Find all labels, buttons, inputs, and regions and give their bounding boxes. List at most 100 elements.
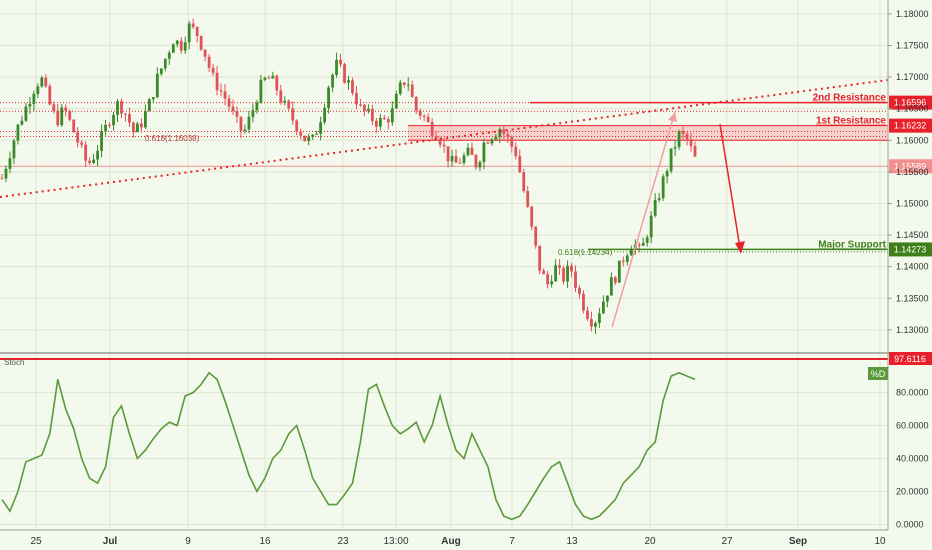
candle-body [267,77,271,79]
candle-body [398,82,402,94]
candle-body [355,93,358,105]
candle-body [323,107,327,123]
candle-body [139,123,143,128]
time-tick-label: 27 [721,536,733,547]
candle-body [657,197,661,200]
candle-body [279,90,283,103]
candle-body [52,104,56,111]
stoch-tick-label: 40.0000 [896,453,929,463]
candle-body [303,135,307,142]
stoch-last-value: 97.6116 [894,354,926,364]
candle-body [594,323,597,327]
candle-body [613,277,617,283]
candle-body [263,77,267,80]
time-tick-label: 13 [566,536,578,547]
series-d-badge [868,367,888,380]
candle-body [92,159,96,164]
time-tick-label: 13:00 [383,536,408,547]
candle-body [16,124,20,141]
candle-body [693,146,697,157]
price-tick-label: 1.16000 [896,135,929,145]
candle-body [605,295,609,302]
stoch-indicator-label[interactable]: Stoch [4,358,24,367]
candle-body [343,64,346,83]
price-badge [889,159,932,174]
candle-body [466,147,470,156]
price-badge-value: 1.16232 [894,121,927,131]
candle-body [390,108,394,123]
candle-body [558,265,561,268]
candle-body [446,146,450,162]
candle-body [48,86,52,105]
candle-body [590,319,593,327]
candle-body [311,134,315,137]
price-badge [889,242,932,257]
candle-body [163,58,167,69]
candle-body [231,106,235,112]
candle-body [351,80,354,94]
candle-body [64,107,68,111]
candle-body [462,155,466,164]
candle-body [582,293,585,311]
candle-body [120,101,123,114]
candle-body [609,277,613,296]
candle-body [502,129,506,134]
resistance-zone [408,125,888,141]
candle-body [24,106,28,121]
candle-body [474,154,478,168]
price-tick-label: 1.15500 [896,167,929,177]
second-resistance-label: 2nd Resistance [813,93,887,104]
candle-body [60,107,64,126]
price-pane-background [0,0,888,352]
price-tick-label: 1.16500 [896,104,929,114]
candle-body [422,115,426,117]
level-lines: 2nd Resistance 1st Resistance Major Suppor… [0,79,932,328]
candle-body [291,108,295,121]
candle-body [669,148,673,172]
candle-body [136,123,139,133]
time-tick-label: 10 [874,536,886,547]
stoch-tick-label: 20.0000 [896,486,929,496]
time-tick-label: 25 [30,536,42,547]
candle-body [617,260,621,283]
candle-body [159,68,163,74]
candle-body [450,156,454,162]
candle-body [518,156,522,173]
time-tick-label: 23 [337,536,349,547]
candle-body [530,206,534,227]
candle-body [438,139,442,145]
candle-body [215,72,219,91]
candle-body [171,44,175,53]
candle-body [370,108,374,121]
candle-body [283,100,287,103]
candle-body [151,97,155,100]
time-tick-label: 20 [644,536,656,547]
candle-body [88,160,92,164]
stoch-axis[interactable]: 80.0000 60.0000 40.0000 20.0000 0.0000 [896,388,929,530]
time-axis[interactable]: 25 Jul 9 16 23 13:00 Aug 7 13 20 27 Sep 10 [30,536,886,547]
candle-body [219,90,223,92]
candle-body [367,108,370,111]
price-badge [889,118,932,133]
candle-body [625,255,629,262]
candle-body [386,119,390,123]
price-tick-label: 1.15000 [896,198,929,208]
candle-body [486,142,490,144]
candle-body [96,150,99,160]
first-resistance-label: 1st Resistance [816,116,886,127]
candle-body [195,27,199,37]
candle-body [510,137,514,147]
candle-body [44,77,48,87]
candle-body [394,93,398,109]
price-badge [889,95,932,110]
stoch-tick-label: 80.0000 [896,388,929,398]
price-axis[interactable]: 1.18000 1.17500 1.17000 1.16500 1.16000 1.155… [888,9,929,335]
candle-body [40,77,44,87]
candle-body [550,281,554,285]
candle-body [72,119,76,133]
candle-body [414,97,418,111]
time-tick-label: 9 [185,536,191,547]
candle-body [482,142,486,163]
candle-body [179,40,183,51]
